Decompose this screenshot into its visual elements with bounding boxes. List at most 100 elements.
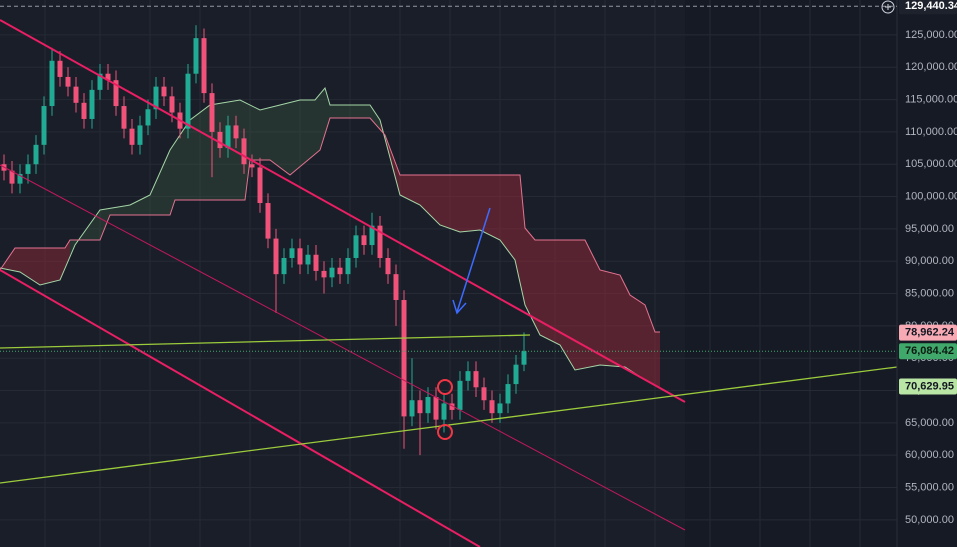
candle-body	[233, 125, 239, 139]
candle-body	[297, 248, 303, 265]
price-label-box	[899, 343, 957, 360]
candle-body	[185, 73, 191, 129]
candle-body	[393, 274, 399, 301]
candle-body	[385, 257, 391, 275]
trendline	[0, 164, 686, 531]
candle-body	[441, 403, 447, 420]
candle-body	[353, 235, 359, 258]
candle-body	[73, 86, 79, 103]
candle-body	[9, 170, 15, 184]
y-tick-label: 85,000.00	[905, 287, 954, 299]
candle-body	[449, 403, 455, 410]
candle-body	[313, 254, 319, 271]
marker-circle	[437, 424, 453, 440]
candles	[1, 25, 527, 456]
y-tick-label: 90,000.00	[905, 255, 954, 267]
candle-body	[409, 400, 415, 417]
candle-body	[289, 248, 295, 258]
add-button[interactable]	[881, 0, 895, 14]
y-tick-label: 100,000.00	[905, 190, 957, 202]
price-label-box	[899, 324, 957, 341]
candle-body	[513, 364, 519, 385]
candle-body	[105, 73, 111, 81]
candle-body	[497, 403, 503, 414]
candle-body	[433, 396, 439, 420]
candle-body	[377, 225, 383, 258]
price-label: 76,084.42	[905, 345, 954, 357]
candle-body	[489, 400, 495, 414]
candle-body	[481, 387, 487, 401]
candle-body	[521, 351, 527, 365]
candle-body	[465, 371, 471, 381]
trendline	[0, 269, 481, 547]
candle-body	[241, 138, 247, 165]
y-tick-label: 110,000.00	[905, 126, 957, 138]
candle-body	[361, 235, 367, 246]
candle-body	[33, 144, 39, 165]
drawings	[0, 19, 898, 547]
candle-body	[65, 76, 71, 87]
candle-body	[121, 106, 127, 129]
candle-body	[169, 96, 175, 113]
candle-body	[225, 125, 231, 149]
candle-body	[329, 267, 335, 278]
price-label: 78,962.24	[905, 326, 955, 338]
candle-body	[417, 400, 423, 414]
candle-body	[425, 396, 431, 414]
candle-body	[153, 86, 159, 110]
price-labels: 129,440.34 78,962.24 76,084.42 70,629.95	[0, 0, 957, 395]
price-label: 70,629.95	[905, 380, 954, 392]
candle-body	[273, 238, 279, 275]
y-tick-label: 115,000.00	[905, 93, 957, 105]
price-label-box	[899, 378, 957, 395]
candle-body	[25, 164, 31, 174]
candle-body	[129, 128, 135, 145]
candle-body	[257, 167, 263, 204]
candle-body	[161, 86, 167, 97]
arrow	[456, 207, 491, 313]
y-tick-label: 60,000.00	[905, 449, 954, 461]
y-tick-label: 50,000.00	[905, 514, 954, 526]
y-tick-label: 105,000.00	[905, 158, 957, 170]
candle-body	[249, 164, 255, 168]
candle-body	[217, 131, 223, 149]
candle-body	[41, 106, 47, 145]
candle-body	[89, 89, 95, 119]
trendline	[0, 334, 531, 349]
ichimoku-cloud	[0, 86, 661, 389]
candle-body	[145, 109, 151, 126]
price-label: 129,440.34	[905, 0, 957, 12]
arrow-head	[452, 299, 467, 315]
candle-body	[113, 80, 119, 107]
candle-body	[201, 38, 207, 94]
candle-body	[17, 173, 23, 184]
candle-body	[281, 257, 287, 275]
candle-body	[97, 73, 103, 90]
candle-body	[137, 125, 143, 145]
candle-body	[473, 371, 479, 388]
candle-body	[305, 254, 311, 265]
candle-body	[209, 93, 215, 132]
candle-body	[265, 203, 271, 239]
candle-body	[321, 270, 327, 278]
candle-body	[57, 60, 63, 77]
candle-body	[345, 257, 351, 275]
trendline	[0, 19, 686, 403]
price-axis: 50,000.0055,000.0060,000.0065,000.0070,0…	[905, 29, 957, 526]
candle-body	[337, 267, 343, 275]
y-tick-label: 65,000.00	[905, 417, 954, 429]
y-tick-label: 55,000.00	[905, 481, 954, 493]
candle-body	[193, 38, 199, 74]
candle-body	[505, 384, 511, 404]
price-label-box	[899, 0, 957, 15]
marker-circle	[437, 379, 453, 395]
candle-body	[81, 102, 87, 119]
y-tick-label: 95,000.00	[905, 223, 954, 235]
y-tick-label: 125,000.00	[905, 29, 957, 41]
y-tick-label: 120,000.00	[905, 61, 957, 73]
candle-body	[401, 300, 407, 417]
candle-body	[369, 225, 375, 246]
candle-body	[457, 380, 463, 410]
candle-body	[49, 60, 55, 107]
